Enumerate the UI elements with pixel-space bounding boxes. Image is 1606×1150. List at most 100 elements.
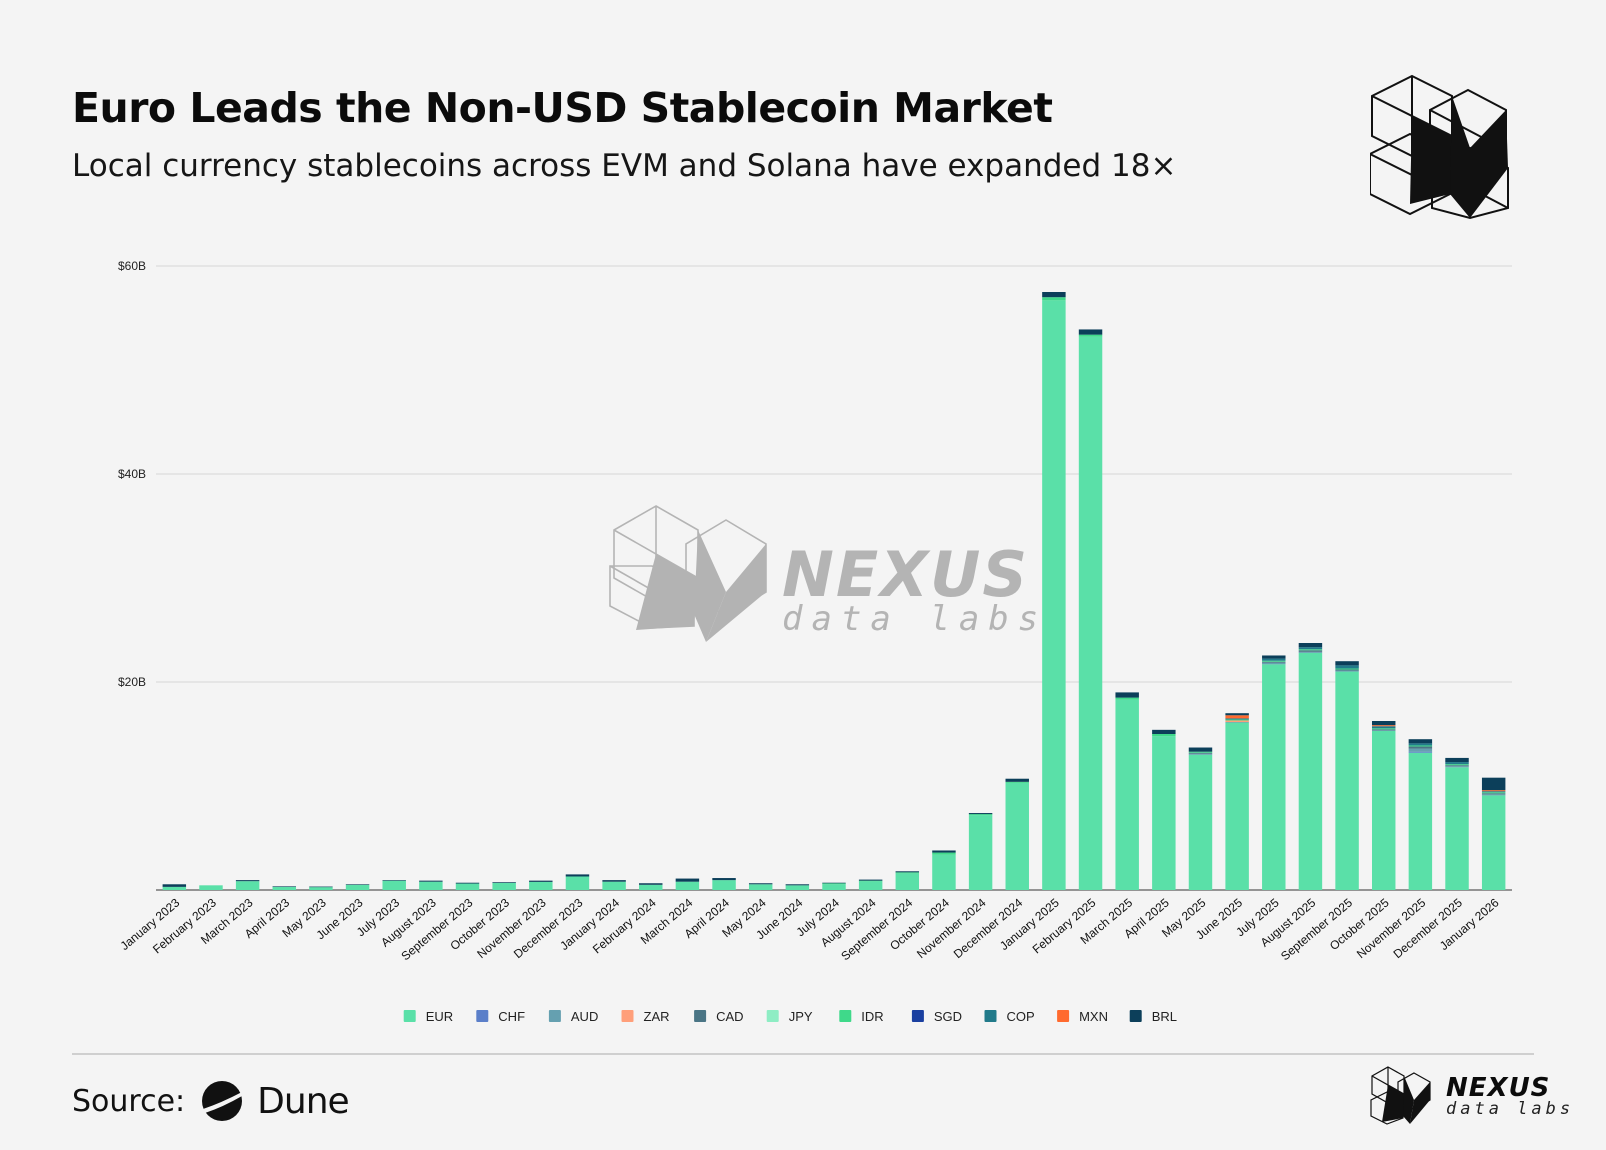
bar-segment-brl [602, 880, 626, 882]
legend-swatch [548, 1010, 561, 1022]
legend-item-eur: EUR [403, 1009, 453, 1024]
bar-segment-cop [1408, 743, 1433, 746]
bar-segment-brl [1042, 292, 1066, 298]
bar-segment-eur [712, 880, 736, 890]
bar-segment-eur [1262, 664, 1286, 890]
bar-segment-eur [1078, 336, 1103, 891]
bar-stack [1005, 778, 1029, 890]
bar-segment-idr [968, 814, 993, 816]
bar-segment-idr [1298, 649, 1323, 651]
bar-stack [1481, 777, 1506, 890]
bar-segment-cad [1262, 661, 1286, 663]
bar-segment-cop [1225, 718, 1249, 720]
legend-item-chf: CHF [476, 1009, 525, 1024]
footer-brand-line1: NEXUS [1446, 1072, 1551, 1103]
bar-segment-brl [345, 884, 370, 885]
bar-segment-eur [345, 884, 370, 890]
watermark-line2: data labs [782, 599, 1047, 639]
bar-stack [199, 885, 223, 890]
bar-stack [419, 880, 443, 890]
bar-segment-brl [382, 880, 406, 881]
bar-segment-eur [1188, 754, 1213, 890]
bar-stack [272, 886, 296, 890]
source-label: Source: [72, 1083, 186, 1119]
bar-segment-eur [565, 876, 590, 890]
bar-segment-eur [1408, 752, 1433, 890]
bar-segment-idr [1078, 334, 1103, 337]
bar-segment-eur [748, 884, 773, 890]
bar-stack [712, 878, 736, 890]
bar-segment-eur [858, 881, 883, 890]
footer-brand: NEXUS data labs [1370, 1066, 1574, 1126]
bar-stack [822, 882, 846, 890]
bar-segment-brl [1262, 655, 1286, 659]
stacked-bar-chart: NEXUS data labs $20B $40B $60B January 202… [118, 259, 1512, 1024]
bar-segment-brl [712, 878, 736, 881]
legend-item-mxn: MXN [1057, 1009, 1108, 1024]
bar-segment-cad [1408, 746, 1433, 749]
bar-segment-brl [932, 850, 956, 853]
bar-segment-idr [1372, 728, 1396, 730]
bar-stack [529, 880, 553, 890]
bar-stack [382, 880, 406, 890]
bar-segment-aud [1481, 794, 1506, 796]
footer-brand-line2: data labs [1446, 1098, 1575, 1119]
bar-stack [639, 883, 663, 890]
bar-segment-brl [455, 882, 480, 884]
bar-segment-brl [968, 813, 993, 815]
bar-segment-cad [1372, 729, 1396, 731]
bar-stack [1445, 757, 1469, 890]
bar-segment-idr [1225, 719, 1249, 721]
watermark-logo-icon [609, 505, 767, 642]
bar-stack [968, 813, 993, 890]
bar-segment-brl [529, 880, 553, 882]
source-credit: Source: Dune [72, 1080, 350, 1122]
bar-stack [492, 882, 516, 890]
bar-segment-eur [492, 882, 516, 890]
bar-segment-brl [1408, 739, 1433, 744]
bar-stack [235, 880, 260, 890]
bar-segment-brl [1005, 778, 1029, 782]
bar-segment-zar [1225, 720, 1249, 723]
legend-item-jpy: JPY [766, 1009, 813, 1024]
bar-segment-eur [932, 854, 956, 890]
x-tick-label: February 2024 [590, 895, 659, 956]
legend-label: EUR [426, 1009, 453, 1024]
bar-segment-idr [822, 883, 846, 885]
bar-segment-eur [602, 881, 626, 890]
legend-label: IDR [861, 1009, 883, 1024]
bar-segment-brl [639, 883, 663, 885]
bar-segment-brl [822, 882, 846, 884]
bars [162, 292, 1506, 891]
legend-swatch [766, 1010, 779, 1022]
bar-segment-mxn [1481, 790, 1506, 792]
legend-label: JPY [789, 1009, 813, 1024]
legend-item-cop: COP [984, 1009, 1035, 1024]
bar-segment-brl [309, 886, 333, 888]
bar-segment-cad [1445, 765, 1469, 767]
bar-segment-mxn [1372, 725, 1396, 727]
bar-stack [1078, 329, 1103, 891]
bar-segment-idr [1042, 297, 1066, 301]
y-tick-label: $60B [118, 259, 146, 273]
bar-segment-idr [858, 880, 883, 882]
bar-segment-eur [1372, 730, 1396, 890]
bar-segment-cop [1335, 665, 1359, 669]
bar-stack [345, 884, 370, 890]
watermark: NEXUS data labs [609, 505, 1047, 642]
legend-swatch [1057, 1010, 1070, 1022]
bar-segment-brl [1372, 721, 1396, 726]
footer-divider [72, 1053, 1534, 1055]
bar-segment-eur [382, 880, 406, 890]
bar-segment-brl [748, 883, 773, 885]
bar-segment-brl [1078, 329, 1103, 335]
bar-segment-brl [785, 884, 810, 886]
bar-segment-idr [1262, 660, 1286, 662]
bar-segment-eur [162, 886, 187, 890]
bar-segment-cop [1262, 658, 1286, 661]
legend-swatch [1129, 1010, 1142, 1022]
bar-stack [1335, 661, 1359, 890]
bar-segment-idr [1445, 764, 1469, 766]
bar-stack [785, 884, 810, 890]
watermark-line1: NEXUS [782, 538, 1029, 611]
